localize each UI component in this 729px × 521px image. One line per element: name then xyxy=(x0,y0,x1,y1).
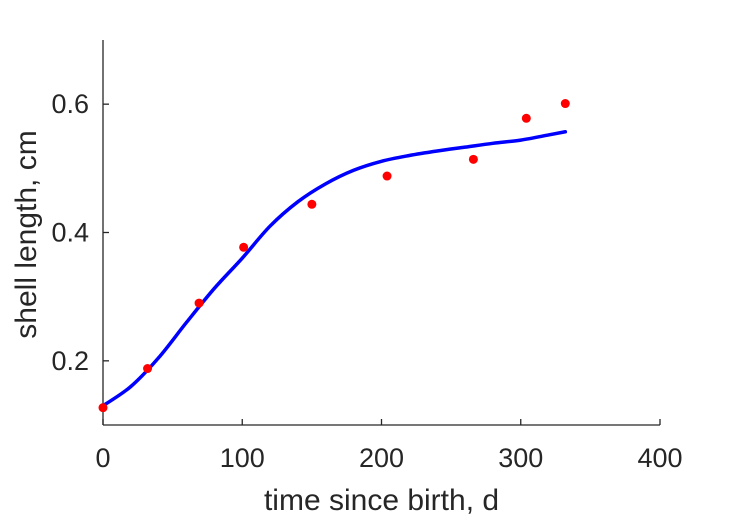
data-point xyxy=(382,171,392,181)
data-point xyxy=(98,403,108,413)
data-point xyxy=(239,242,249,252)
fit-curve xyxy=(101,130,568,408)
x-tick-label: 200 xyxy=(359,443,404,473)
data-point xyxy=(307,199,317,209)
x-tick-label: 100 xyxy=(220,443,265,473)
y-tick-label: 0.6 xyxy=(51,89,89,119)
axes xyxy=(102,40,660,426)
x-tick-label: 300 xyxy=(498,443,543,473)
data-point xyxy=(194,298,204,308)
x-tick-label: 400 xyxy=(637,443,682,473)
curve-layer xyxy=(101,130,568,408)
ticks: 0 100 200 300 400 0.2 0.4 0.6 xyxy=(51,89,682,473)
y-axis-label: shell length, cm xyxy=(10,130,43,338)
points-layer xyxy=(98,99,570,413)
data-point xyxy=(143,364,153,374)
y-tick-label: 0.4 xyxy=(51,218,89,248)
y-tick-label: 0.2 xyxy=(51,346,89,376)
x-tick-label: 0 xyxy=(95,443,110,473)
x-axis-label: time since birth, d xyxy=(264,484,499,517)
data-point xyxy=(468,154,478,164)
data-point xyxy=(521,113,531,123)
data-point xyxy=(560,99,570,109)
